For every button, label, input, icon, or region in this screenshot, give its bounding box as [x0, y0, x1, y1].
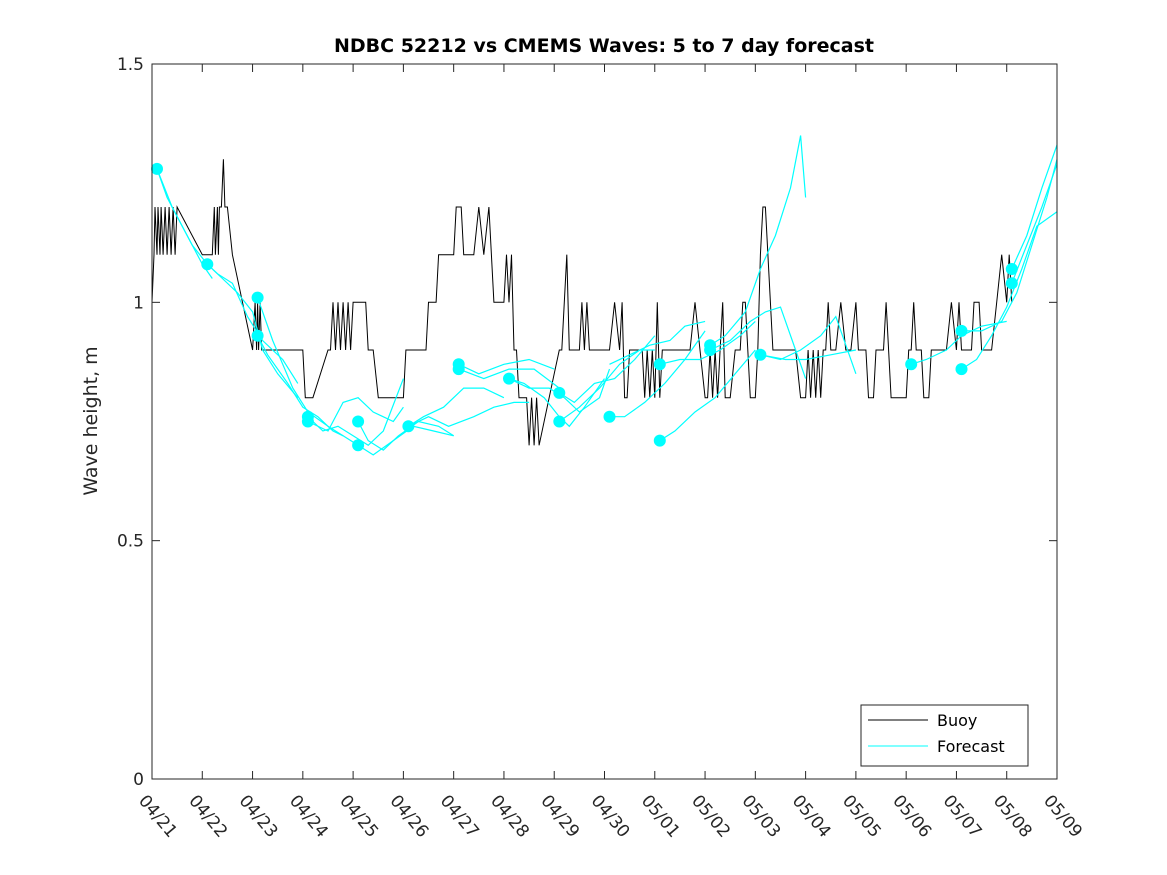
forecast-series-line-26 [760, 349, 857, 361]
y-tick-label: 1.5 [117, 55, 144, 75]
forecast-series-line-17 [558, 335, 656, 404]
forecast-series-line-27 [911, 320, 1007, 365]
forecast-marker-21 [905, 358, 918, 371]
forecast-marker-4 [251, 329, 264, 342]
forecast-series-line-3 [206, 263, 299, 399]
y-tick-label: 1 [133, 293, 144, 313]
forecast-series-line-31 [1011, 163, 1058, 284]
legend-buoy-label: Buoy [937, 711, 977, 730]
forecast-series-line-28 [961, 211, 1058, 370]
x-tick-label: 05/08 [989, 791, 1036, 841]
forecast-marker-19 [704, 344, 717, 356]
forecast-marker-13 [553, 386, 566, 399]
forecast-marker-7 [352, 415, 365, 428]
x-tick-label: 04/28 [486, 791, 533, 841]
forecast-series-line-19 [609, 330, 706, 418]
x-tick-label: 05/02 [687, 791, 734, 841]
buoy-series-line [151, 159, 1013, 446]
forecast-series-line-24 [709, 306, 807, 379]
forecast-marker-23 [955, 363, 968, 376]
x-tick-label: 05/01 [637, 791, 684, 841]
forecast-series-line-21 [659, 349, 756, 442]
forecast-marker-11 [452, 363, 465, 376]
forecast-marker-1 [151, 162, 163, 175]
forecast-series-line-13 [458, 358, 555, 375]
forecast-marker-20 [754, 348, 767, 361]
legend-box [860, 704, 1029, 767]
forecast-marker-22 [955, 324, 968, 337]
y-axis-label: Wave height, m [80, 346, 102, 495]
forecast-series-line-25 [760, 315, 857, 374]
forecast-series-line-7 [307, 378, 404, 447]
forecast-series-line-20 [609, 320, 706, 365]
x-tick-label: 05/07 [939, 791, 986, 841]
x-tick-label: 04/30 [587, 791, 634, 841]
x-tick-label: 05/09 [1039, 791, 1086, 841]
forecast-series-line-12 [408, 401, 530, 427]
forecast-series-line-6 [257, 335, 344, 437]
x-tick-label: 04/25 [335, 791, 382, 841]
plot-frame [151, 63, 1058, 780]
forecast-series-line-4 [206, 263, 299, 384]
legend: Buoy Forecast [860, 704, 1029, 767]
x-tick-label: 04/22 [184, 791, 231, 841]
forecast-marker-12 [503, 372, 515, 385]
forecast-marker-14 [553, 415, 566, 428]
x-tick-label: 04/21 [134, 791, 181, 841]
forecast-marker-3 [251, 291, 264, 304]
x-tick-label: 05/05 [838, 791, 885, 841]
y-tick-label: 0.5 [117, 532, 144, 552]
forecast-marker-9 [402, 420, 415, 433]
forecast-marker-15 [603, 410, 616, 423]
forecast-series-line-14 [458, 368, 560, 389]
y-tick-label: 0 [133, 770, 144, 790]
forecast-marker-8 [352, 439, 365, 452]
forecast-series-line-29 [961, 159, 1058, 332]
x-tick-label: 04/26 [386, 791, 433, 841]
x-tick-label: 05/04 [788, 791, 835, 841]
x-tick-label: 05/06 [888, 791, 935, 841]
chart-title: NDBC 52212 vs CMEMS Waves: 5 to 7 day fo… [334, 35, 874, 57]
forecast-marker-6 [301, 415, 314, 428]
forecast-marker-17 [653, 434, 666, 447]
forecast-series-line-10 [357, 425, 454, 456]
forecast-marker-25 [1005, 277, 1018, 290]
legend-forecast-label: Forecast [937, 737, 1005, 756]
forecast-series-line-9 [357, 420, 455, 451]
forecast-series-line-18 [558, 349, 655, 422]
x-tick-label: 04/27 [436, 791, 483, 841]
x-tick-label: 04/23 [235, 791, 282, 841]
x-tick-label: 04/24 [285, 791, 332, 841]
plot-area [151, 135, 1058, 456]
forecast-marker-24 [1005, 263, 1018, 275]
forecast-marker-16 [653, 358, 666, 371]
forecast-series-line-30 [1011, 144, 1058, 270]
forecast-marker-2 [201, 258, 214, 271]
x-tick-label: 04/29 [536, 791, 583, 841]
forecast-series-line-23 [709, 135, 807, 346]
forecast-series-line-8 [307, 397, 404, 432]
forecast-series-line-11 [408, 387, 505, 427]
forecast-series-line-16 [508, 368, 611, 413]
x-tick-label: 05/03 [738, 791, 785, 841]
